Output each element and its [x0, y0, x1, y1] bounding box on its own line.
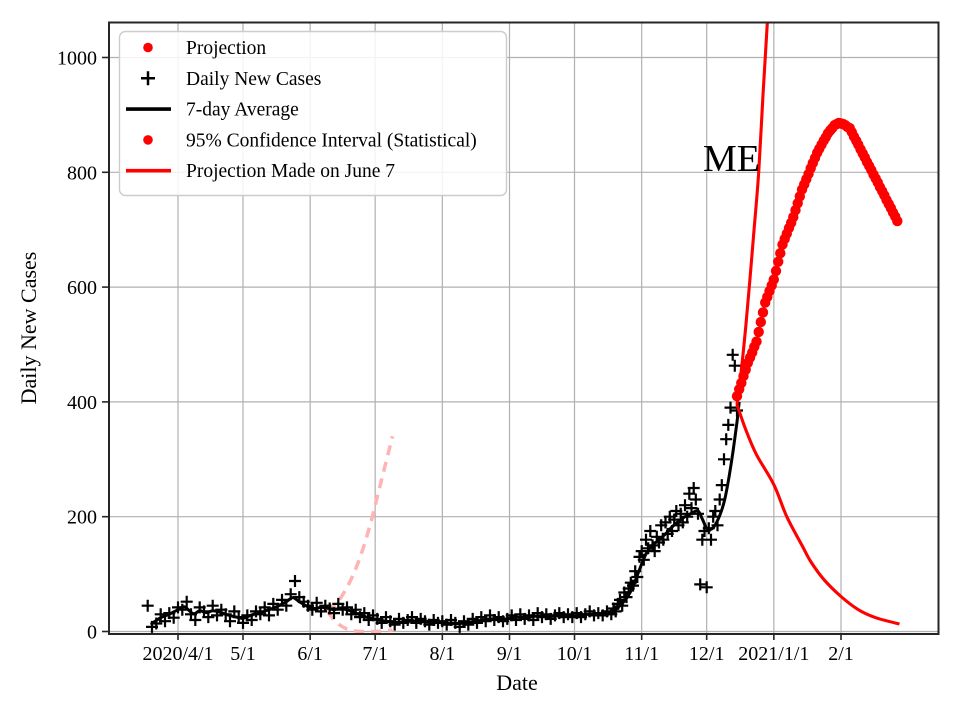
legend-marker-plus — [141, 71, 155, 86]
projection-dot — [751, 336, 762, 347]
axes: 2020/4/1 5/1 6/1 7/1 8/1 9/1 10/1 11/1 12/1 2021/… — [16, 48, 854, 696]
series-projection-dots — [731, 117, 903, 402]
projection-dot — [768, 274, 779, 285]
y-axis-label: Daily New Cases — [16, 252, 41, 405]
y-tick-label: 800 — [67, 162, 97, 184]
plot-series — [141, 22, 903, 634]
series-daily-new-cases — [141, 348, 743, 633]
x-tick-label: 6/1 — [297, 643, 323, 665]
y-tick-label: 0 — [87, 622, 97, 644]
x-tick-label: 9/1 — [497, 643, 523, 665]
projection-dot — [757, 307, 769, 318]
projection-dot — [755, 316, 766, 328]
legend-marker-dot — [143, 135, 153, 145]
series-june7-projection-lower — [326, 610, 393, 634]
legend-label: Projection Made on June 7 — [186, 161, 395, 182]
x-tick-label: 2/1 — [828, 643, 854, 665]
x-tick-label: 8/1 — [430, 643, 456, 665]
y-tick-label: 200 — [67, 507, 97, 529]
series-ci-lower-line — [735, 404, 900, 626]
y-tick-label: 600 — [67, 277, 97, 299]
legend-box — [118, 30, 508, 197]
series-june7-projection-upper — [326, 435, 395, 613]
projection-dot — [775, 248, 786, 259]
x-tick-label: 2020/4/1 — [142, 643, 213, 665]
legend-label: Daily New Cases — [186, 69, 321, 90]
legend: Projection Daily New Cases 7-day Average 95… — [118, 30, 508, 197]
series-7day-average — [151, 401, 741, 626]
legend-label: 7-day Average — [186, 100, 299, 121]
x-tick-label: 2021/1/1 — [738, 643, 809, 665]
legend-marker-dot — [143, 42, 153, 53]
x-tick-label: 11/1 — [624, 643, 659, 665]
y-tick-label: 1000 — [57, 48, 97, 70]
y-tick-label: 400 — [67, 392, 97, 414]
projection-dot — [770, 265, 782, 277]
projection-dot — [753, 326, 764, 338]
legend-label: 95% Confidence Interval (Statistical) — [186, 130, 477, 151]
series-ci-upper-line — [735, 22, 769, 405]
plot-border — [108, 21, 940, 635]
state-annotation: ME — [703, 138, 760, 180]
projection-dot — [892, 215, 903, 227]
x-tick-label: 5/1 — [230, 643, 256, 665]
legend-label: Projection — [186, 38, 266, 59]
x-axis-label: Date — [496, 670, 538, 695]
projection-dot — [773, 256, 784, 267]
x-tick-label: 12/1 — [689, 643, 725, 665]
x-tick-label: 7/1 — [362, 643, 388, 665]
x-tick-label: 10/1 — [557, 643, 593, 665]
